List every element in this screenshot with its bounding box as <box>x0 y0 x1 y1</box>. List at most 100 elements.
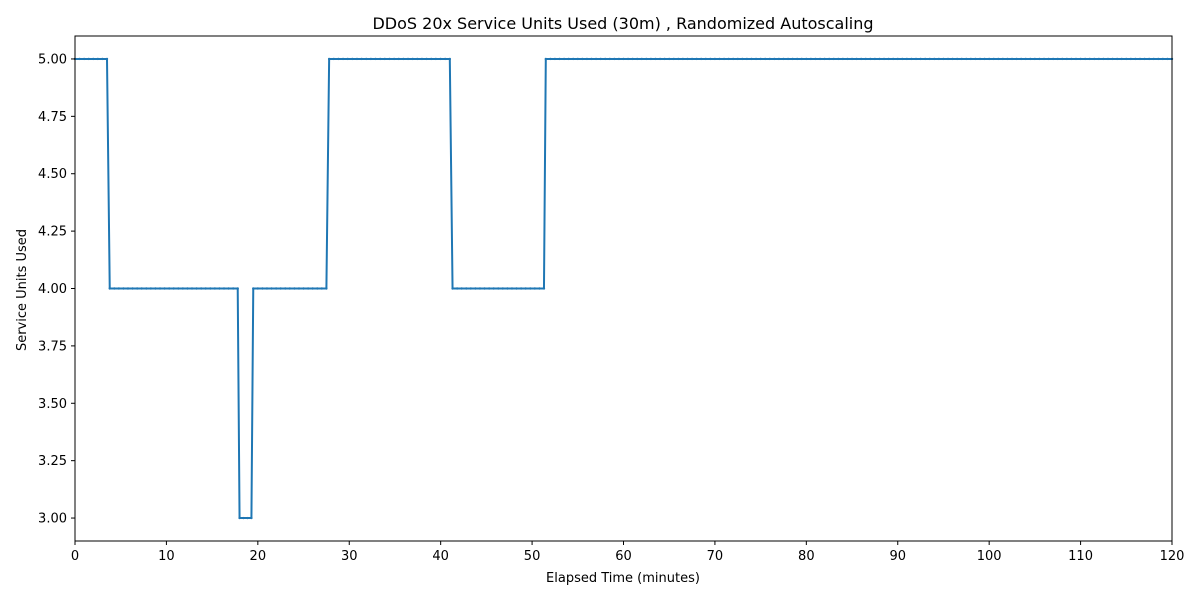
data-point <box>78 57 81 61</box>
data-point <box>800 57 803 61</box>
data-point <box>92 57 95 61</box>
data-point <box>791 57 794 61</box>
data-point <box>1134 57 1137 61</box>
data-point <box>887 57 890 61</box>
plot-area <box>73 35 1174 542</box>
x-tick-label: 90 <box>889 549 906 564</box>
data-point <box>992 57 995 61</box>
data-point <box>465 287 468 290</box>
data-point <box>487 287 491 290</box>
data-point <box>231 287 235 290</box>
data-point <box>933 57 936 61</box>
data-point <box>519 287 523 290</box>
data-point <box>209 287 212 290</box>
data-point <box>713 57 717 61</box>
data-point <box>599 57 602 61</box>
data-point <box>117 287 121 290</box>
data-point <box>636 57 639 61</box>
data-point <box>406 57 410 61</box>
data-point <box>773 57 776 61</box>
data-point <box>905 57 909 61</box>
chart-title: DDoS 20x Service Units Used (30m) , Rand… <box>372 14 873 33</box>
data-point <box>1125 57 1128 61</box>
data-point <box>311 287 314 290</box>
data-point <box>238 516 241 520</box>
data-point <box>279 287 282 290</box>
data-point <box>469 287 473 290</box>
data-point <box>919 57 922 61</box>
data-point <box>604 57 607 61</box>
data-point <box>942 57 945 61</box>
data-point <box>218 287 221 290</box>
data-point <box>764 57 767 61</box>
data-point <box>341 57 345 61</box>
data-point <box>827 57 831 61</box>
data-point <box>814 57 817 61</box>
data-point <box>199 287 203 290</box>
y-tick-label: 4.50 <box>38 167 67 182</box>
y-tick-label: 5.00 <box>38 52 67 67</box>
data-point <box>859 57 863 61</box>
data-point <box>795 57 799 61</box>
data-point <box>777 57 781 61</box>
data-point <box>284 287 287 290</box>
data-point <box>96 57 100 61</box>
data-point <box>622 57 625 61</box>
x-tick-label: 50 <box>524 549 541 564</box>
data-point <box>891 57 895 61</box>
data-point <box>613 57 616 61</box>
data-point <box>256 287 260 290</box>
y-tick-label: 3.75 <box>38 339 67 354</box>
data-point <box>558 57 561 61</box>
data-point <box>951 57 954 61</box>
data-point <box>538 287 541 290</box>
data-point <box>443 57 447 61</box>
data-point <box>709 57 712 61</box>
data-point <box>177 287 180 290</box>
data-point <box>1102 57 1105 61</box>
data-point <box>529 287 532 290</box>
data-point <box>837 57 840 61</box>
data-point <box>955 57 959 61</box>
data-point <box>544 57 547 61</box>
x-axis-label: Elapsed Time (minutes) <box>546 571 700 586</box>
data-point <box>553 57 557 61</box>
data-point <box>759 57 762 61</box>
data-point <box>1143 57 1146 61</box>
data-point <box>700 57 703 61</box>
x-tick-label: 0 <box>71 549 79 564</box>
data-point <box>108 287 111 290</box>
y-tick-label: 3.25 <box>38 454 67 469</box>
data-point <box>805 57 808 61</box>
data-point <box>1015 57 1018 61</box>
data-point <box>82 57 86 61</box>
series-line <box>75 57 1172 520</box>
data-point <box>686 57 689 61</box>
data-point <box>1115 57 1119 61</box>
data-point <box>1006 57 1009 61</box>
data-point <box>448 57 452 61</box>
data-point <box>1029 57 1032 61</box>
x-tick-label: 20 <box>250 549 267 564</box>
data-point <box>297 287 301 290</box>
data-point <box>741 57 744 61</box>
data-point <box>983 57 986 61</box>
x-tick-label: 10 <box>158 549 175 564</box>
data-point <box>1079 57 1082 61</box>
data-point <box>365 57 368 61</box>
data-point <box>250 516 253 520</box>
data-point <box>163 287 166 290</box>
data-point <box>483 287 486 290</box>
data-point <box>274 287 278 290</box>
data-point <box>374 57 377 61</box>
data-point <box>1010 57 1014 61</box>
data-point <box>1065 57 1069 61</box>
data-point <box>1033 57 1037 61</box>
data-point <box>549 57 552 61</box>
data-point <box>135 287 139 290</box>
data-point <box>878 57 881 61</box>
x-tick-label: 40 <box>432 549 449 564</box>
data-point <box>425 57 428 61</box>
data-point <box>882 57 886 61</box>
data-point <box>1061 57 1064 61</box>
